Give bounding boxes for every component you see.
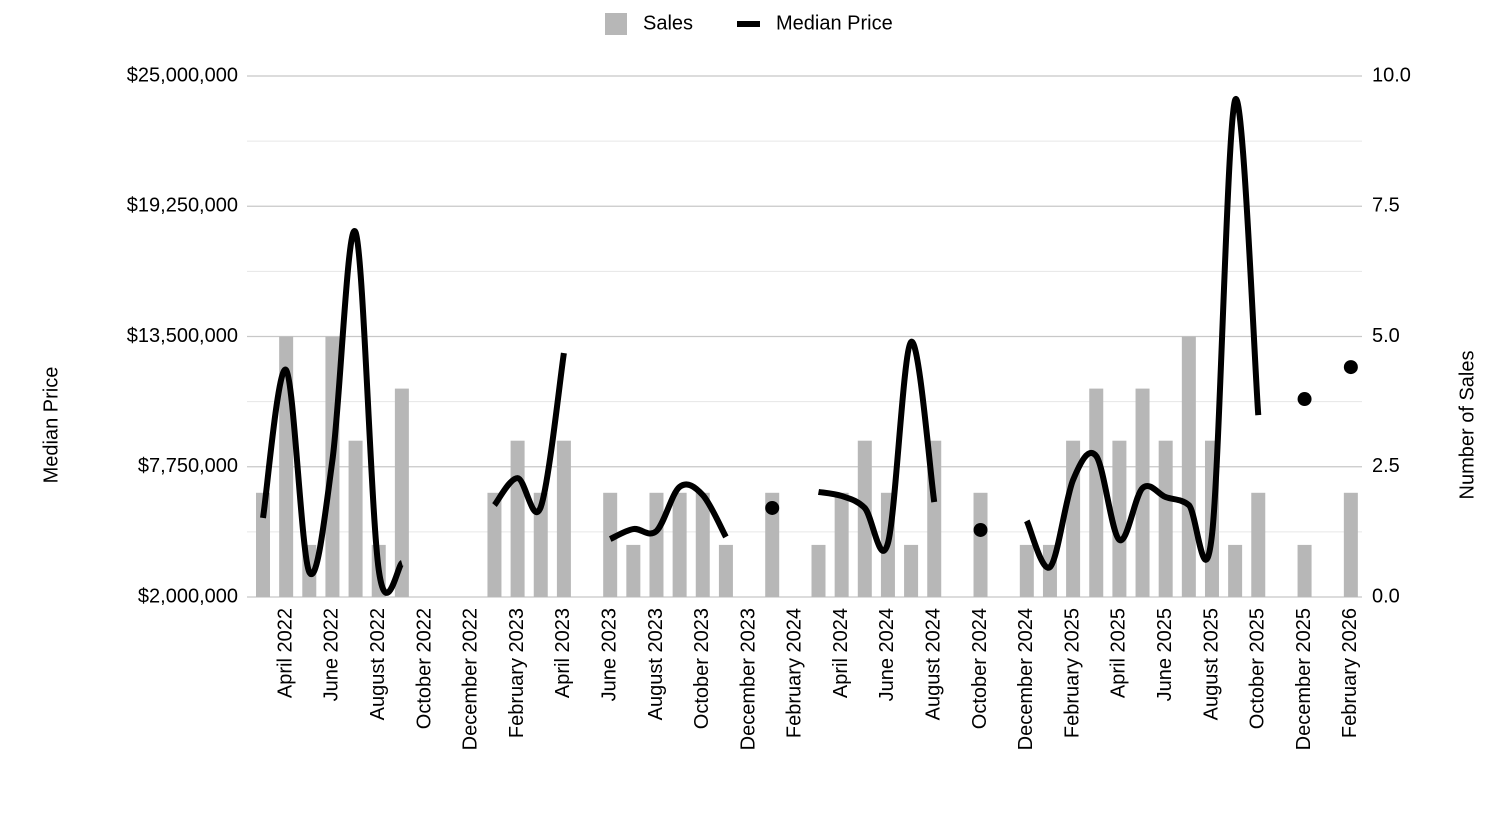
price-line: [1024, 96, 1262, 571]
x-tick-label: June 2023: [598, 608, 620, 701]
bar: [394, 388, 409, 597]
bar: [256, 492, 270, 597]
x-tick-label: December 2024: [1015, 608, 1037, 750]
bar: [1158, 440, 1173, 597]
bar: [1228, 544, 1243, 597]
x-tick-label: December 2023: [737, 608, 759, 750]
y2-tick-label: 5.0: [1372, 325, 1400, 347]
legend-swatch-sales: [605, 13, 627, 35]
bar: [811, 544, 826, 597]
bar: [1251, 492, 1266, 597]
x-tick-label: April 2022: [274, 608, 296, 698]
bar: [765, 492, 780, 597]
x-tick-label: February 2025: [1061, 608, 1083, 738]
x-tick-label: October 2025: [1247, 608, 1269, 729]
y-axis-title: Median Price: [40, 367, 62, 484]
bar: [672, 492, 687, 597]
price-point: [1343, 360, 1358, 375]
bar: [556, 440, 571, 597]
bar: [973, 492, 988, 597]
bar: [603, 492, 618, 597]
x-tick-label: December 2025: [1293, 608, 1315, 750]
bar: [626, 544, 641, 597]
bar: [834, 492, 849, 597]
bar: [1112, 440, 1127, 597]
x-tick-label: August 2025: [1200, 608, 1222, 720]
x-tick-label: October 2024: [969, 608, 991, 729]
x-tick-label: August 2024: [923, 608, 945, 720]
price-point: [765, 500, 780, 515]
bar: [904, 544, 919, 597]
bar: [718, 544, 733, 597]
x-tick-label: February 2024: [784, 608, 806, 738]
price-point: [973, 522, 988, 537]
y-tick-label: $25,000,000: [127, 64, 238, 86]
x-tick-label: April 2024: [830, 608, 852, 698]
y2-axis-title: Number of Sales: [1456, 351, 1478, 500]
legend-label: Sales: [643, 12, 693, 34]
y-tick-label: $2,000,000: [138, 585, 238, 607]
bar: [649, 492, 664, 597]
bar: [1066, 440, 1081, 597]
x-tick-label: October 2022: [413, 608, 435, 729]
price-line: [817, 338, 938, 554]
bar: [487, 492, 502, 597]
bar: [1343, 492, 1358, 597]
legend-label: Median Price: [776, 12, 893, 34]
bar: [1181, 336, 1196, 597]
x-tick-label: February 2023: [506, 608, 528, 738]
x-tick-label: December 2022: [460, 608, 482, 750]
bar: [510, 440, 525, 597]
x-tick-label: August 2023: [645, 608, 667, 720]
x-tick-label: April 2023: [552, 608, 574, 698]
y2-tick-label: 7.5: [1372, 195, 1400, 217]
price-line: [608, 481, 729, 542]
y2-tick-label: 0.0: [1372, 585, 1400, 607]
x-tick-label: February 2026: [1339, 608, 1361, 738]
bar: [533, 492, 548, 597]
x-tick-label: June 2025: [1154, 608, 1176, 701]
y2-tick-label: 2.5: [1372, 455, 1400, 477]
bar: [1019, 544, 1034, 597]
y-tick-label: $13,500,000: [127, 325, 238, 347]
bar: [695, 492, 710, 597]
price-point: [1297, 392, 1312, 407]
x-tick-label: June 2022: [321, 608, 343, 701]
x-tick-label: October 2023: [691, 608, 713, 729]
x-tick-label: April 2025: [1108, 608, 1130, 698]
price-line: [260, 228, 405, 596]
bar: [348, 440, 363, 597]
price-line: [492, 352, 567, 515]
bar: [1089, 388, 1104, 597]
bar: [857, 440, 872, 597]
bar: [1297, 544, 1312, 597]
x-tick-label: August 2022: [367, 608, 389, 720]
y-tick-label: $7,750,000: [138, 455, 238, 477]
y2-tick-label: 10.0: [1372, 64, 1411, 86]
y-tick-label: $19,250,000: [127, 195, 238, 217]
x-tick-label: June 2024: [876, 608, 898, 701]
